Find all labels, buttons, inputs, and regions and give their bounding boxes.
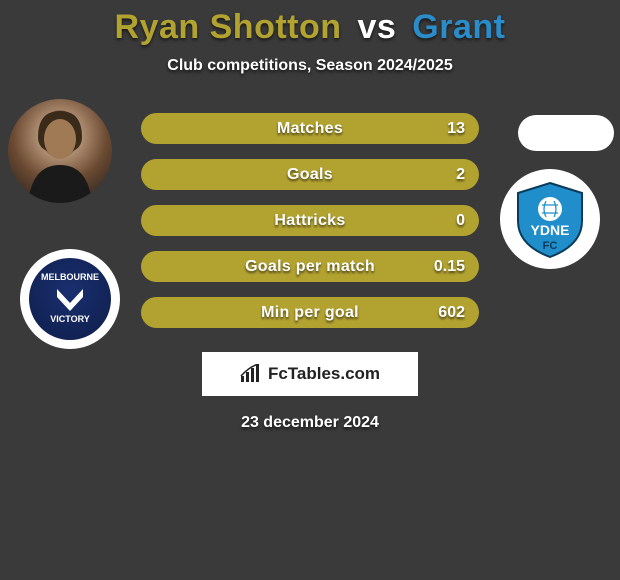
- svg-text:YDNE: YDNE: [531, 222, 570, 238]
- bar-chart-icon: [240, 364, 262, 384]
- subtitle: Club competitions, Season 2024/2025: [0, 57, 620, 75]
- attribution-text: FcTables.com: [268, 364, 380, 384]
- stat-value: 0: [456, 212, 465, 230]
- attribution-badge: FcTables.com: [202, 352, 418, 396]
- stat-value: 602: [438, 304, 465, 322]
- title-connector: vs: [357, 8, 396, 46]
- player1-avatar: [8, 99, 112, 203]
- stat-bar-goals-per-match: Goals per match 0.15: [141, 251, 479, 282]
- stat-bar-min-per-goal: Min per goal 602: [141, 297, 479, 328]
- shield-icon: YDNE FC: [508, 177, 592, 261]
- stat-bar-goals: Goals 2: [141, 159, 479, 190]
- title-player2: Grant: [412, 8, 505, 46]
- comparison-card: Ryan Shotton vs Grant Club competitions,…: [0, 0, 620, 432]
- player2-club-crest: YDNE FC: [500, 169, 600, 269]
- player2-avatar: [518, 115, 614, 151]
- stat-value: 0.15: [434, 258, 465, 276]
- crest-text-line2: VICTORY: [50, 315, 90, 325]
- chevron-down-icon: [55, 285, 85, 313]
- stats-area: MELBOURNE VICTORY YDNE FC: [0, 113, 620, 328]
- title-player1: Ryan Shotton: [115, 8, 342, 46]
- stat-value: 13: [447, 120, 465, 138]
- stat-label: Goals: [141, 166, 479, 184]
- person-silhouette-icon: [8, 99, 112, 203]
- stat-value: 2: [456, 166, 465, 184]
- crest-text-line1: MELBOURNE: [41, 273, 99, 283]
- stat-label: Hattricks: [141, 212, 479, 230]
- player1-club-crest: MELBOURNE VICTORY: [20, 249, 120, 349]
- page-title: Ryan Shotton vs Grant: [0, 8, 620, 47]
- stat-label: Goals per match: [141, 258, 479, 276]
- stat-bar-matches: Matches 13: [141, 113, 479, 144]
- date-text: 23 december 2024: [0, 414, 620, 432]
- stat-label: Matches: [141, 120, 479, 138]
- stat-label: Min per goal: [141, 304, 479, 322]
- stat-bar-hattricks: Hattricks 0: [141, 205, 479, 236]
- club-crest-sydney-fc: YDNE FC: [508, 177, 592, 261]
- svg-text:FC: FC: [543, 240, 558, 252]
- club-crest-melbourne-victory: MELBOURNE VICTORY: [29, 258, 111, 340]
